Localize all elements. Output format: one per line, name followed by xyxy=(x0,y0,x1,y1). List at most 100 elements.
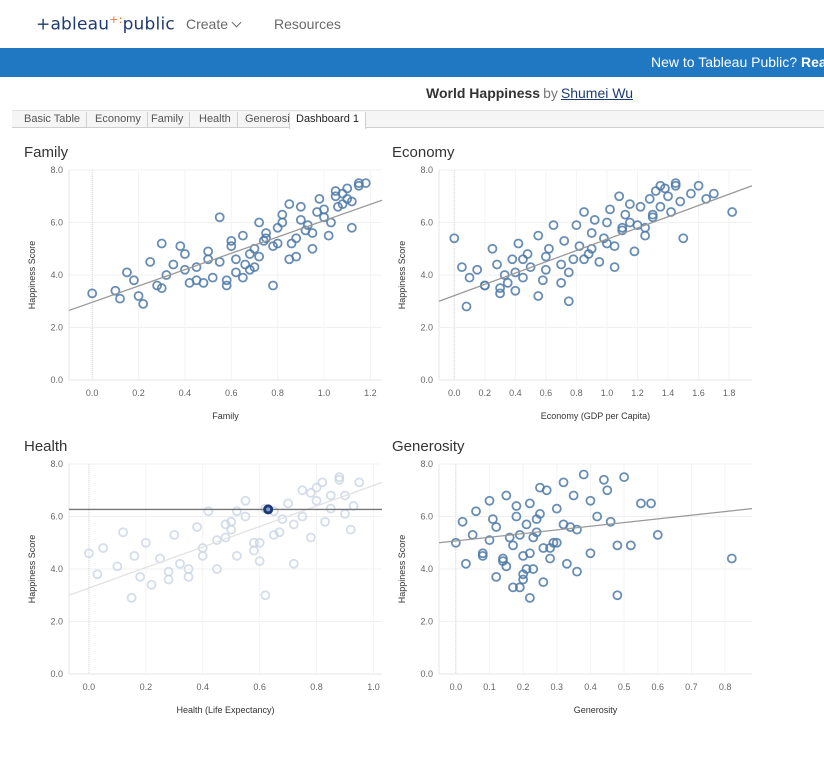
scatter-point[interactable] xyxy=(518,574,529,585)
scatter-point[interactable] xyxy=(504,532,515,543)
scatter-point[interactable] xyxy=(140,537,151,548)
scatter-point[interactable] xyxy=(501,561,512,572)
scatter-point[interactable] xyxy=(602,485,613,496)
author-link[interactable]: Shumei Wu xyxy=(560,85,633,101)
scatter-point[interactable] xyxy=(510,267,521,278)
scatter-point[interactable] xyxy=(556,259,567,270)
scatter-point[interactable] xyxy=(122,267,132,278)
scatter-point[interactable] xyxy=(619,472,630,483)
scatter-point[interactable] xyxy=(226,235,237,246)
scatter-point[interactable] xyxy=(340,490,350,501)
scatter-point[interactable] xyxy=(472,264,483,275)
scatter-point[interactable] xyxy=(599,474,609,485)
scatter-point[interactable] xyxy=(533,291,544,301)
scatter-point[interactable] xyxy=(92,569,103,580)
scatter-point[interactable] xyxy=(531,514,542,525)
tab-health[interactable]: Health xyxy=(193,112,238,128)
generosity-scatter-chart[interactable]: 0.0 2.0 4.0 6.0 8.0 0.0 0.1 0.2 0.3 0.4 0.5 0.6 0.7 0… xyxy=(390,456,760,721)
scatter-point[interactable] xyxy=(537,275,548,286)
scatter-point[interactable] xyxy=(156,238,167,249)
scatter-point[interactable] xyxy=(578,469,589,480)
scatter-point[interactable] xyxy=(307,243,318,254)
scatter-point[interactable] xyxy=(138,298,149,309)
scatter-point[interactable] xyxy=(524,592,535,603)
scatter-point[interactable] xyxy=(559,235,570,246)
scatter-point[interactable] xyxy=(277,209,288,220)
scatter-point[interactable] xyxy=(163,574,174,585)
scatter-point[interactable] xyxy=(203,246,214,257)
scatter-point[interactable] xyxy=(548,220,559,231)
scatter-point[interactable] xyxy=(353,178,364,189)
tab-dashboard-1[interactable]: Dashboard 1 xyxy=(289,112,366,129)
nav-resources-link[interactable]: Resources xyxy=(274,16,341,32)
scatter-point[interactable] xyxy=(84,548,94,559)
scatter-point[interactable] xyxy=(522,249,533,259)
scatter-point[interactable] xyxy=(487,243,498,254)
scatter-point[interactable] xyxy=(589,214,600,225)
scatter-point[interactable] xyxy=(133,291,144,301)
scatter-point[interactable] xyxy=(524,498,535,509)
scatter-point[interactable] xyxy=(670,180,681,191)
scatter-point[interactable] xyxy=(317,477,328,488)
scatter-point[interactable] xyxy=(640,230,651,241)
scatter-point[interactable] xyxy=(561,558,572,569)
tab-basic-table[interactable]: Basic Table xyxy=(18,112,88,128)
scatter-point[interactable] xyxy=(268,241,278,252)
scatter-point[interactable] xyxy=(579,254,589,265)
scatter-point[interactable] xyxy=(464,272,475,283)
scatter-point[interactable] xyxy=(535,482,545,493)
scatter-point[interactable] xyxy=(617,225,628,236)
banner-read-link[interactable]: Read our xyxy=(800,54,824,70)
scatter-point[interactable] xyxy=(605,204,615,215)
scatter-point[interactable] xyxy=(655,201,666,212)
scatter-point[interactable] xyxy=(240,259,251,270)
scatter-point[interactable] xyxy=(311,495,322,506)
scatter-point[interactable] xyxy=(295,201,306,212)
scatter-point[interactable] xyxy=(502,277,513,288)
scatter-point[interactable] xyxy=(521,564,532,574)
scatter-point[interactable] xyxy=(647,209,658,220)
scatter-point[interactable] xyxy=(521,519,532,530)
scatter-point[interactable] xyxy=(197,550,208,561)
scatter-point[interactable] xyxy=(156,283,167,294)
scatter-point[interactable] xyxy=(311,482,322,493)
scatter-point[interactable] xyxy=(231,267,241,278)
scatter-point[interactable] xyxy=(491,522,502,532)
scatter-point[interactable] xyxy=(175,241,186,252)
scatter-point[interactable] xyxy=(249,545,259,556)
tableau-public-logo[interactable]: +ableau+:public xyxy=(36,13,175,35)
scatter-point[interactable] xyxy=(305,487,316,498)
scatter-point[interactable] xyxy=(614,191,625,202)
scatter-point[interactable] xyxy=(260,590,271,601)
scatter-point[interactable] xyxy=(129,550,140,561)
scatter-point[interactable] xyxy=(254,217,265,228)
scatter-point[interactable] xyxy=(586,228,597,238)
scatter-point[interactable] xyxy=(342,183,353,194)
scatter-point[interactable] xyxy=(538,543,549,553)
scatter-point[interactable] xyxy=(650,186,661,196)
scatter-point[interactable] xyxy=(249,537,259,548)
scatter-point[interactable] xyxy=(556,277,567,288)
scatter-point[interactable] xyxy=(203,254,214,265)
scatter-point[interactable] xyxy=(726,553,737,564)
scatter-point[interactable] xyxy=(663,191,673,202)
scatter-point[interactable] xyxy=(686,188,696,199)
scatter-point[interactable] xyxy=(467,529,478,540)
scatter-point[interactable] xyxy=(495,288,505,299)
scatter-point[interactable] xyxy=(288,519,299,530)
scatter-point[interactable] xyxy=(594,256,605,267)
scatter-point[interactable] xyxy=(563,296,574,307)
scatter-point[interactable] xyxy=(574,241,585,252)
scatter-point[interactable] xyxy=(525,262,536,273)
scatter-point[interactable] xyxy=(334,474,345,485)
scatter-point[interactable] xyxy=(323,230,334,241)
scatter-point[interactable] xyxy=(605,516,616,527)
scatter-point[interactable] xyxy=(325,503,336,514)
scatter-point[interactable] xyxy=(254,556,265,567)
scatter-point[interactable] xyxy=(484,495,495,506)
scatter-point[interactable] xyxy=(145,256,156,267)
scatter-point[interactable] xyxy=(551,503,562,514)
scatter-point[interactable] xyxy=(528,532,539,543)
scatter-point[interactable] xyxy=(268,280,278,291)
scatter-point[interactable] xyxy=(612,590,623,601)
